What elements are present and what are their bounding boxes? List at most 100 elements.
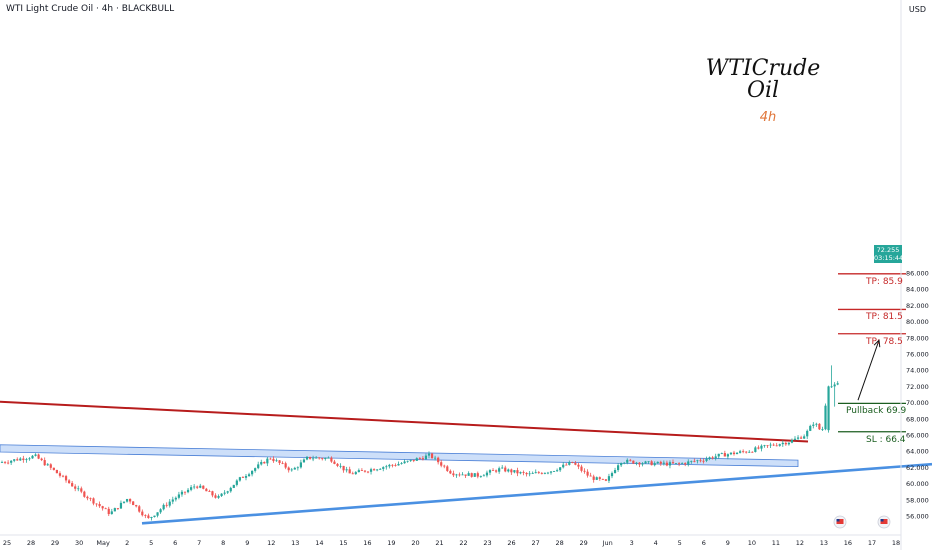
price-tick-label: 78.000: [906, 334, 929, 342]
candle-body: [284, 463, 287, 468]
candle-body: [702, 460, 705, 462]
candle-body: [546, 472, 550, 474]
candle-body: [40, 458, 43, 461]
candle-body: [693, 460, 696, 462]
candle-body: [440, 462, 443, 466]
consolidation-zone: [0, 444, 799, 467]
candle-body: [806, 430, 809, 437]
us-flag-stripes: [836, 519, 844, 524]
candle-body: [400, 463, 403, 465]
candle-body: [510, 469, 513, 473]
candle-body: [571, 461, 574, 463]
candle-body: [199, 485, 202, 488]
last-price-value: 72.255: [876, 246, 900, 254]
candle-body: [504, 467, 507, 472]
candle-body: [516, 470, 519, 474]
candle-body: [522, 472, 525, 473]
time-tick-label: Jun: [602, 539, 613, 547]
candle-body: [674, 463, 678, 464]
tp-78-label: TP: 78.5: [866, 336, 903, 347]
candle-body: [190, 487, 193, 490]
candle-body: [711, 457, 714, 459]
time-tick-label: 22: [459, 539, 467, 547]
candle-body: [25, 459, 28, 461]
candle-body: [287, 467, 290, 471]
projection-arrow: [857, 340, 880, 401]
candle-body: [46, 464, 49, 466]
candle-body: [31, 455, 34, 459]
candle-body: [101, 506, 104, 509]
time-tick-label: 12: [796, 539, 804, 547]
candle-body: [193, 486, 196, 488]
candle-body: [629, 459, 632, 461]
candle-body: [556, 470, 559, 472]
candle-body: [525, 472, 528, 475]
candle-body: [183, 491, 187, 493]
candle-body: [458, 474, 461, 476]
time-tick-label: 14: [315, 539, 323, 547]
price-tick-label: 62.000: [906, 464, 929, 472]
annotation-title: WTICrude Oil: [698, 58, 828, 102]
candle-body: [751, 451, 754, 453]
candle-body: [671, 462, 675, 464]
candle-body: [427, 453, 431, 456]
candle-body: [745, 451, 748, 453]
candle-body: [330, 457, 333, 462]
candle-body: [202, 485, 205, 489]
candle-body: [208, 491, 211, 493]
candle-body: [705, 458, 708, 461]
candle-body: [263, 462, 266, 464]
candle-body: [129, 499, 132, 502]
candle-body: [360, 470, 363, 471]
candle-body: [278, 460, 281, 463]
candle-body: [71, 483, 74, 487]
price-tick-label: 80.000: [906, 318, 929, 326]
candle-body: [391, 464, 394, 466]
candle-body: [708, 457, 711, 459]
time-tick-label: 21: [435, 539, 443, 547]
candle-body: [812, 424, 815, 426]
candle-body: [763, 445, 766, 447]
candle-body: [690, 460, 693, 462]
candle-body: [241, 477, 245, 479]
bar-countdown: 03:15:44: [874, 254, 904, 262]
time-tick-label: 2: [125, 539, 129, 547]
time-tick-label: 18: [892, 539, 900, 547]
candle-body: [604, 479, 607, 481]
candle-body: [443, 465, 446, 467]
candle-body: [632, 460, 635, 464]
candle-body: [678, 463, 681, 464]
candle-body: [159, 509, 162, 513]
candle-body: [336, 463, 339, 466]
candle-body: [668, 462, 672, 466]
candle-body: [7, 462, 10, 464]
candle-body: [617, 465, 620, 471]
candle-body: [434, 457, 437, 459]
candle-body: [10, 460, 13, 463]
candle-body: [299, 462, 302, 468]
candle-body: [232, 484, 235, 488]
candle-body: [296, 467, 299, 469]
time-tick-label: 17: [868, 539, 876, 547]
candle-body: [836, 383, 839, 385]
candle-body: [464, 474, 467, 476]
candle-body: [488, 470, 492, 473]
candle-body: [116, 508, 119, 509]
candle-body: [720, 453, 723, 454]
candle-body: [620, 463, 623, 466]
candle-body: [153, 515, 156, 518]
us-flag-canton: [836, 519, 840, 522]
candle-body: [449, 470, 452, 474]
candle-body: [461, 474, 464, 476]
candle-body: [577, 464, 580, 467]
us-flag-stripes: [880, 519, 888, 524]
candle-body: [281, 462, 284, 464]
candle-body: [83, 491, 86, 497]
candle-body: [214, 495, 217, 498]
candle-body: [760, 445, 763, 449]
candle-body: [16, 459, 19, 461]
candle-body: [312, 458, 315, 460]
time-tick-label: 8: [221, 539, 225, 547]
candle-body: [623, 462, 626, 464]
